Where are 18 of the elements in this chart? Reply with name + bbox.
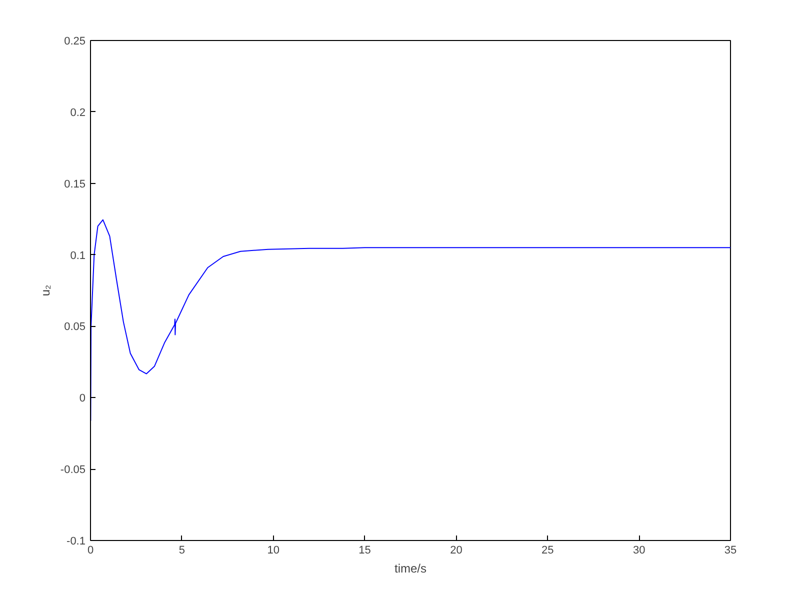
y-tick-label: 0 — [79, 392, 86, 405]
x-tick-label: 20 — [450, 544, 462, 556]
x-axis-title: time/s — [394, 562, 427, 576]
x-tick-label: 0 — [87, 544, 94, 556]
y-tick-label: -0.05 — [60, 464, 86, 476]
x-tick-label: 35 — [724, 544, 737, 556]
x-tick-label: 10 — [267, 544, 280, 556]
y-tick-label: 0.2 — [70, 106, 86, 119]
x-tick-label: 15 — [358, 544, 371, 556]
x-tick-label: 5 — [178, 544, 185, 556]
y-tick-label: 0.1 — [70, 250, 86, 262]
y-tick-label: 0.05 — [64, 321, 86, 334]
y-tick-label: 0.25 — [64, 36, 86, 48]
x-tick-label: 25 — [542, 544, 554, 556]
y-tick-label: 0.15 — [64, 178, 86, 190]
x-tick-label: 30 — [632, 544, 646, 556]
y-tick-label: -0.1 — [66, 536, 86, 548]
y-axis-title: u₂ — [38, 284, 52, 296]
